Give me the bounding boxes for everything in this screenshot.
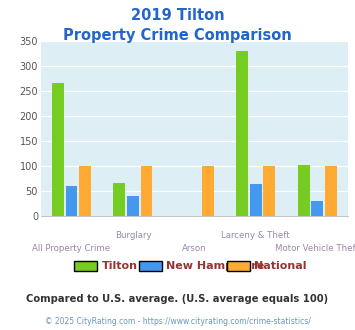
Text: All Property Crime: All Property Crime: [32, 244, 111, 253]
Bar: [202, 166, 214, 216]
Text: Larceny & Theft: Larceny & Theft: [222, 231, 290, 240]
Bar: [114, 183, 125, 216]
Text: © 2025 CityRating.com - https://www.cityrating.com/crime-statistics/: © 2025 CityRating.com - https://www.city…: [45, 317, 310, 326]
Text: Burglary: Burglary: [115, 231, 151, 240]
Bar: [79, 166, 91, 216]
Text: Arson: Arson: [182, 244, 207, 253]
Bar: [250, 184, 262, 216]
Text: Motor Vehicle Theft: Motor Vehicle Theft: [275, 244, 355, 253]
Text: 2019 Tilton: 2019 Tilton: [131, 8, 224, 23]
Text: Tilton: Tilton: [102, 261, 138, 271]
Text: New Hampshire: New Hampshire: [166, 261, 264, 271]
Bar: [236, 51, 248, 216]
Bar: [52, 83, 64, 216]
Bar: [66, 186, 77, 216]
Bar: [141, 166, 152, 216]
Bar: [263, 166, 275, 216]
Bar: [127, 196, 139, 216]
Bar: [311, 201, 323, 216]
Bar: [325, 166, 337, 216]
Text: Compared to U.S. average. (U.S. average equals 100): Compared to U.S. average. (U.S. average …: [26, 294, 329, 304]
Bar: [298, 165, 310, 216]
Text: National: National: [254, 261, 306, 271]
Text: Property Crime Comparison: Property Crime Comparison: [63, 28, 292, 43]
